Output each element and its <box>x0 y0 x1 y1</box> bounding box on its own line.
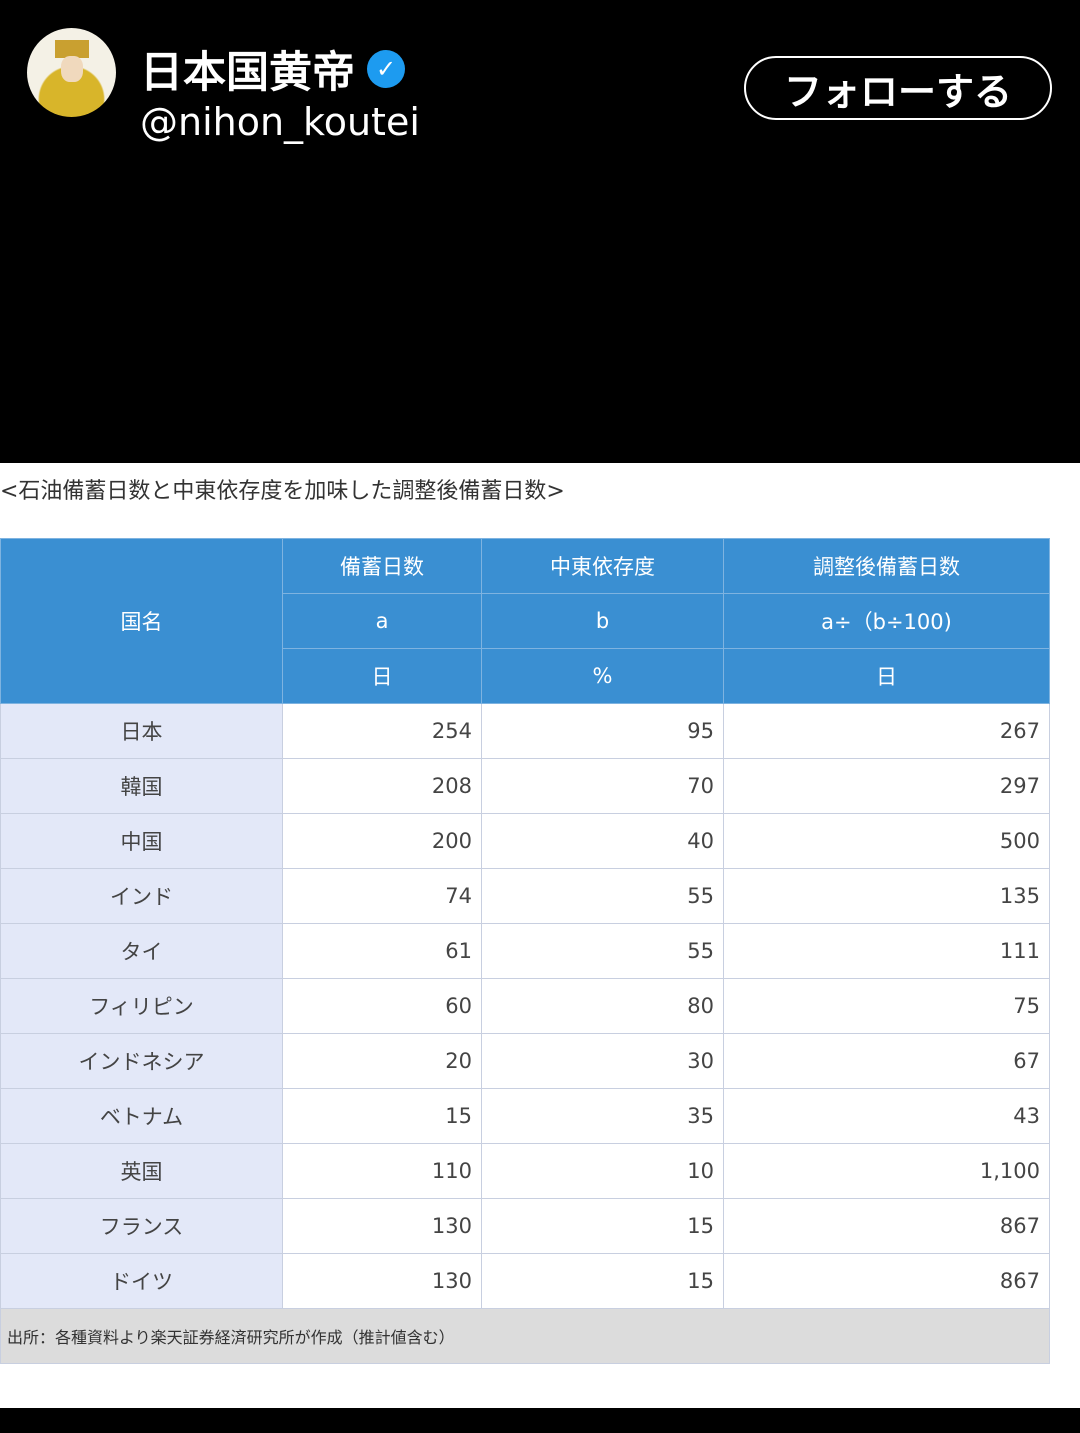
header-b-unit: % <box>481 648 724 704</box>
header-a-unit: 日 <box>282 648 482 704</box>
mideast-dependency-cell: 70 <box>481 758 724 814</box>
table-row: ベトナム 15 35 43 <box>0 1088 1050 1144</box>
reserve-days-cell: 254 <box>282 703 482 759</box>
table-row: インド 74 55 135 <box>0 868 1050 924</box>
adjusted-days-cell: 75 <box>723 978 1050 1034</box>
adjusted-days-cell: 111 <box>723 923 1050 979</box>
verified-badge-icon: ✓ <box>367 50 405 88</box>
header-a-var: a <box>282 593 482 649</box>
table-row: 日本 254 95 267 <box>0 703 1050 759</box>
adjusted-days-cell: 1,100 <box>723 1143 1050 1199</box>
adjusted-days-cell: 135 <box>723 868 1050 924</box>
display-name-text: 日本国黄帝 <box>140 48 355 98</box>
country-cell: ドイツ <box>0 1253 283 1309</box>
mideast-dependency-cell: 95 <box>481 703 724 759</box>
mideast-dependency-cell: 55 <box>481 868 724 924</box>
mideast-dependency-cell: 40 <box>481 813 724 869</box>
reserve-days-cell: 60 <box>282 978 482 1034</box>
table-row: 中国 200 40 500 <box>0 813 1050 869</box>
adjusted-days-cell: 500 <box>723 813 1050 869</box>
country-cell: 中国 <box>0 813 283 869</box>
table-title: <石油備蓄日数と中東依存度を加味した調整後備蓄日数> <box>0 479 565 504</box>
reserve-days-cell: 130 <box>282 1198 482 1254</box>
mideast-dependency-cell: 55 <box>481 923 724 979</box>
table-row: フィリピン 60 80 75 <box>0 978 1050 1034</box>
user-handle[interactable]: @nihon_koutei <box>140 100 420 144</box>
country-cell: 英国 <box>0 1143 283 1199</box>
adjusted-days-cell: 867 <box>723 1198 1050 1254</box>
table-row: タイ 61 55 111 <box>0 923 1050 979</box>
table-row: フランス 130 15 867 <box>0 1198 1050 1254</box>
avatar[interactable] <box>27 28 116 117</box>
adjusted-days-cell: 297 <box>723 758 1050 814</box>
country-cell: フィリピン <box>0 978 283 1034</box>
adjusted-days-cell: 267 <box>723 703 1050 759</box>
header-c-unit: 日 <box>723 648 1050 704</box>
follow-button[interactable]: フォローする <box>744 56 1052 120</box>
oil-reserve-table: 国名 備蓄日数 中東依存度 調整後備蓄日数 a b a÷（b÷100) 日 % … <box>0 538 1050 1364</box>
table-row: インドネシア 20 30 67 <box>0 1033 1050 1089</box>
reserve-days-cell: 130 <box>282 1253 482 1309</box>
country-cell: タイ <box>0 923 283 979</box>
header-country: 国名 <box>0 538 283 704</box>
mideast-dependency-cell: 80 <box>481 978 724 1034</box>
table-row: 英国 110 10 1,100 <box>0 1143 1050 1199</box>
country-cell: フランス <box>0 1198 283 1254</box>
reserve-days-cell: 20 <box>282 1033 482 1089</box>
country-cell: インドネシア <box>0 1033 283 1089</box>
reserve-days-cell: 15 <box>282 1088 482 1144</box>
adjusted-days-cell: 43 <box>723 1088 1050 1144</box>
header-a: 備蓄日数 <box>282 538 482 594</box>
reserve-days-cell: 200 <box>282 813 482 869</box>
reserve-days-cell: 61 <box>282 923 482 979</box>
country-cell: 韓国 <box>0 758 283 814</box>
source-note: 出所：各種資料より楽天証券経済研究所が作成（推計値含む） <box>0 1308 1050 1364</box>
header-c: 調整後備蓄日数 <box>723 538 1050 594</box>
country-cell: インド <box>0 868 283 924</box>
header-c-var: a÷（b÷100) <box>723 593 1050 649</box>
adjusted-days-cell: 67 <box>723 1033 1050 1089</box>
display-name[interactable]: 日本国黄帝 ✓ <box>140 38 405 100</box>
mideast-dependency-cell: 35 <box>481 1088 724 1144</box>
table-row: 韓国 208 70 297 <box>0 758 1050 814</box>
country-cell: ベトナム <box>0 1088 283 1144</box>
adjusted-days-cell: 867 <box>723 1253 1050 1309</box>
header-b: 中東依存度 <box>481 538 724 594</box>
mideast-dependency-cell: 15 <box>481 1253 724 1309</box>
reserve-days-cell: 110 <box>282 1143 482 1199</box>
mideast-dependency-cell: 10 <box>481 1143 724 1199</box>
table-row: ドイツ 130 15 867 <box>0 1253 1050 1309</box>
country-cell: 日本 <box>0 703 283 759</box>
mideast-dependency-cell: 15 <box>481 1198 724 1254</box>
header-b-var: b <box>481 593 724 649</box>
reserve-days-cell: 208 <box>282 758 482 814</box>
reserve-days-cell: 74 <box>282 868 482 924</box>
table-image: <石油備蓄日数と中東依存度を加味した調整後備蓄日数> 国名 備蓄日数 中東依存度… <box>0 463 1080 1408</box>
mideast-dependency-cell: 30 <box>481 1033 724 1089</box>
